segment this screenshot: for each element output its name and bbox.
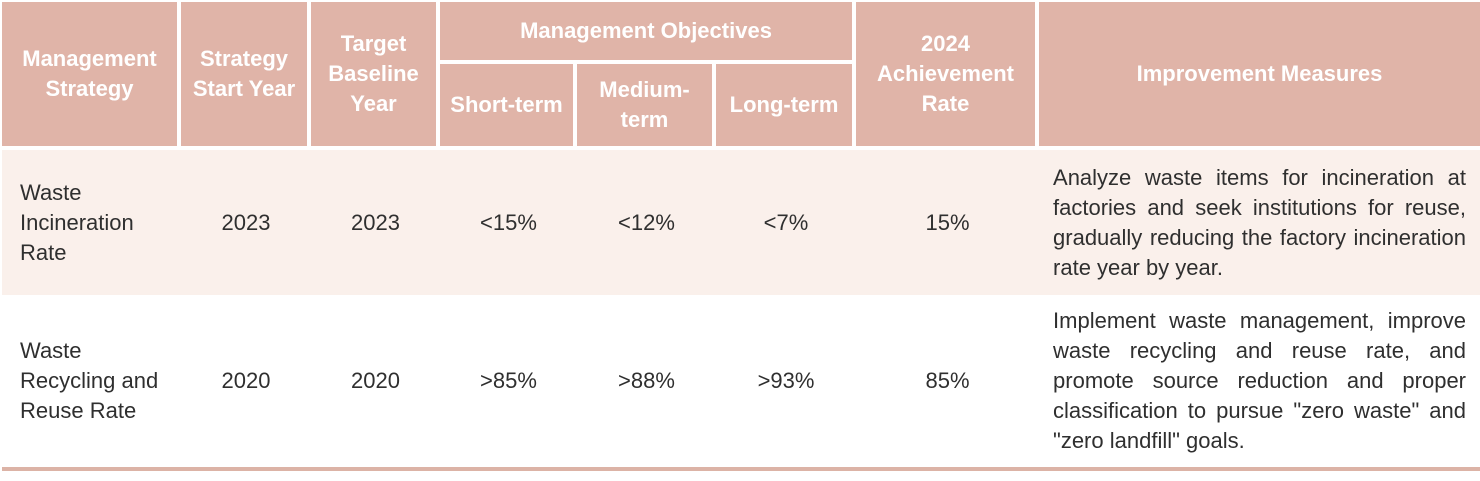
cell-management-strategy: Waste Incineration Rate <box>20 179 134 265</box>
col-header-improvement-measures: Improvement Measures <box>1039 2 1480 150</box>
col-header-short-term: Short-term <box>440 64 577 150</box>
cell-long-term: <7% <box>763 209 809 235</box>
col-header-target-baseline-year: Target Baseline Year <box>311 2 440 150</box>
cell-short-term: >85% <box>480 368 537 393</box>
cell-short-term: <15% <box>480 209 537 235</box>
col-header-long-term: Long-term <box>716 64 857 150</box>
management-strategy-table: Management Strategy Strategy Start Year … <box>2 2 1480 467</box>
table-header: Management Strategy Strategy Start Year … <box>2 2 1480 150</box>
cell-strategy-start-year: 2023 <box>221 209 271 235</box>
management-strategy-table-wrapper: Management Strategy Strategy Start Year … <box>2 2 1480 471</box>
table-body: Waste Incineration Rate 2023 2023 <15% <… <box>2 150 1480 467</box>
cell-target-baseline-year: 2020 <box>351 368 400 393</box>
cell-2024-achievement-rate: 85% <box>925 368 970 393</box>
cell-management-strategy: Waste Recycling and Reuse Rate <box>20 338 159 423</box>
cell-strategy-start-year: 2020 <box>221 368 271 393</box>
cell-medium-term: <12% <box>618 209 675 235</box>
cell-target-baseline-year: 2023 <box>351 209 400 235</box>
table-row-waste-incineration: Waste Incineration Rate 2023 2023 <15% <… <box>2 150 1480 295</box>
cell-improvement-measures: Implement waste management, improve wast… <box>1053 308 1467 453</box>
col-header-medium-term: Medium-term <box>577 64 716 150</box>
col-header-strategy-start-year: Strategy Start Year <box>181 2 311 150</box>
cell-2024-achievement-rate: 15% <box>925 209 970 235</box>
cell-long-term: >93% <box>757 368 815 393</box>
cell-improvement-measures: Analyze waste items for incineration at … <box>1053 164 1467 280</box>
col-header-management-objectives: Management Objectives <box>440 2 857 64</box>
cell-medium-term: >88% <box>618 368 675 393</box>
col-header-2024-achievement-rate: 2024 Achievement Rate <box>856 2 1040 150</box>
col-header-management-strategy: Management Strategy <box>2 2 181 150</box>
table-row-waste-recycling: Waste Recycling and Reuse Rate 2020 2020… <box>2 295 1480 467</box>
